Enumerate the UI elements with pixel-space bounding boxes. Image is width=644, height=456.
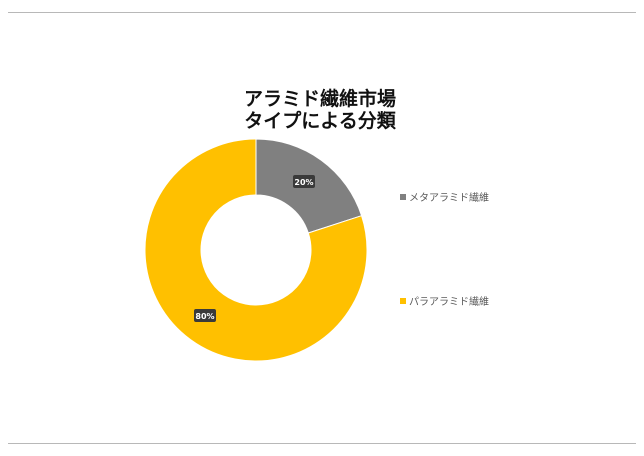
legend-swatch-meta <box>400 193 406 200</box>
donut-slice-2 <box>144 138 368 362</box>
chart-title-line-1: アラミド繊維市場 <box>243 88 396 110</box>
legend-label-para: パラアラミド繊維 <box>409 297 489 308</box>
legend-label-meta: メタアラミド繊維 <box>409 193 489 204</box>
chart-title-line-2: タイプによる分類 <box>244 110 396 132</box>
bottom-divider <box>8 443 636 444</box>
data-label-box-1 <box>293 175 315 188</box>
legend-swatch-para <box>400 297 406 304</box>
legend-item-para: パラアラミド繊維 <box>400 293 489 308</box>
legend-item-meta: メタアラミド繊維 <box>400 189 489 204</box>
data-label-text-2: 80% <box>195 312 214 321</box>
data-label-1: 20% <box>293 175 315 188</box>
top-divider <box>8 12 636 13</box>
data-label-box-2 <box>194 309 216 322</box>
chart-title: アラミド繊維市場 タイプによる分類 <box>200 88 440 132</box>
data-label-2: 80% <box>194 309 216 322</box>
data-label-text-1: 20% <box>294 178 313 187</box>
